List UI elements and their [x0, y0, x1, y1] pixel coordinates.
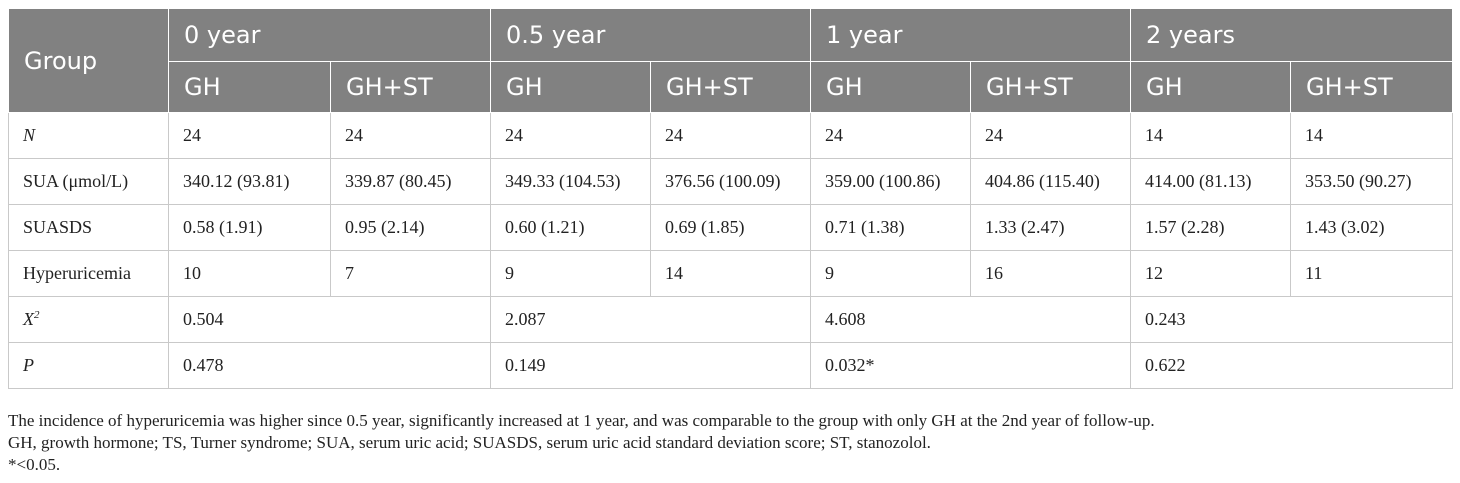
table-row-suasds: SUASDS 0.58 (1.91) 0.95 (2.14) 0.60 (1.2…: [8, 204, 1454, 251]
treatment-header: GH: [810, 61, 972, 113]
table-cell: 9: [810, 250, 972, 297]
period-header: 2 years: [1130, 8, 1454, 62]
treatment-header: GH+ST: [1290, 61, 1454, 113]
table-cell: 1.43 (3.02): [1290, 204, 1454, 251]
table-cell: 0.71 (1.38): [810, 204, 972, 251]
chi-label: X: [23, 309, 34, 329]
row-label: P: [8, 342, 169, 389]
table-footnotes: The incidence of hyperuricemia was highe…: [8, 410, 1155, 476]
row-label: SUA (μmol/L): [8, 158, 169, 205]
table-cell: 2.087: [490, 296, 812, 343]
table-row-sua: SUA (μmol/L) 340.12 (93.81) 339.87 (80.4…: [8, 158, 1454, 205]
treatment-header: GH+ST: [970, 61, 1132, 113]
table-cell: 0.69 (1.85): [650, 204, 812, 251]
table-cell: 339.87 (80.45): [329, 158, 492, 205]
table-cell: 0.478: [167, 342, 492, 389]
treatment-header: GH+ST: [329, 61, 492, 113]
table-row-chi-square: X2 0.504 2.087 4.608 0.243: [8, 296, 1454, 343]
group-header: Group: [8, 8, 169, 113]
row-label: X2: [8, 296, 169, 343]
table-cell: 376.56 (100.09): [650, 158, 812, 205]
results-table: Group 0 year 0.5 year 1 year 2 years GH …: [8, 8, 1454, 389]
row-label: SUASDS: [8, 204, 169, 251]
table-cell: 404.86 (115.40): [970, 158, 1132, 205]
row-label: Hyperuricemia: [8, 250, 169, 297]
table-cell: 353.50 (90.27): [1290, 158, 1454, 205]
table-cell: 14: [1290, 112, 1454, 159]
table-cell: 9: [490, 250, 652, 297]
period-header: 0 year: [167, 8, 492, 62]
table-cell: 24: [168, 112, 331, 159]
table-cell: 0.504: [167, 296, 492, 343]
table-cell: 0.60 (1.21): [490, 204, 652, 251]
table-cell: 1.33 (2.47): [970, 204, 1132, 251]
period-header: 1 year: [810, 8, 1132, 62]
header-row-periods: Group 0 year 0.5 year 1 year 2 years: [8, 8, 1454, 113]
table-cell: 349.33 (104.53): [490, 158, 652, 205]
table-cell: 16: [970, 250, 1132, 297]
table-cell: 414.00 (81.13): [1130, 158, 1292, 205]
header-row-treatments: GH GH+ST GH GH+ST GH GH+ST GH GH+ST: [9, 61, 1454, 113]
footnote: GH, growth hormone; TS, Turner syndrome;…: [8, 433, 931, 452]
table-cell: 7: [329, 250, 492, 297]
table-cell: 24: [329, 112, 492, 159]
table-cell: 0.032*: [810, 342, 1132, 389]
table-cell: 0.243: [1130, 296, 1454, 343]
table-cell: 4.608: [810, 296, 1132, 343]
chi-superscript: 2: [34, 309, 40, 321]
table-row-hyperuricemia: Hyperuricemia 10 7 9 14 9 16 12 11: [8, 250, 1454, 297]
table-cell: 0.622: [1130, 342, 1454, 389]
table-cell: 10: [168, 250, 331, 297]
table-row-p: P 0.478 0.149 0.032* 0.622: [8, 342, 1454, 389]
table-cell: 14: [1130, 112, 1292, 159]
results-table-container: Group 0 year 0.5 year 1 year 2 years GH …: [8, 8, 1454, 389]
treatment-header: GH+ST: [650, 61, 812, 113]
table-row-n: N 24 24 24 24 24 24 14 14: [8, 112, 1454, 159]
table-cell: 0.58 (1.91): [168, 204, 331, 251]
table-cell: 24: [810, 112, 972, 159]
table-cell: 340.12 (93.81): [168, 158, 331, 205]
footnote: The incidence of hyperuricemia was highe…: [8, 411, 1155, 430]
table-cell: 359.00 (100.86): [810, 158, 972, 205]
table-cell: 0.149: [490, 342, 812, 389]
period-header: 0.5 year: [490, 8, 812, 62]
table-cell: 11: [1290, 250, 1454, 297]
treatment-header: GH: [490, 61, 652, 113]
table-cell: 12: [1130, 250, 1292, 297]
table-cell: 24: [490, 112, 652, 159]
footnote: *<0.05.: [8, 455, 61, 474]
treatment-header: GH: [168, 61, 331, 113]
row-label: N: [8, 112, 169, 159]
table-cell: 24: [970, 112, 1132, 159]
table-cell: 14: [650, 250, 812, 297]
table-cell: 24: [650, 112, 812, 159]
treatment-header: GH: [1130, 61, 1292, 113]
table-cell: 1.57 (2.28): [1130, 204, 1292, 251]
table-cell: 0.95 (2.14): [329, 204, 492, 251]
